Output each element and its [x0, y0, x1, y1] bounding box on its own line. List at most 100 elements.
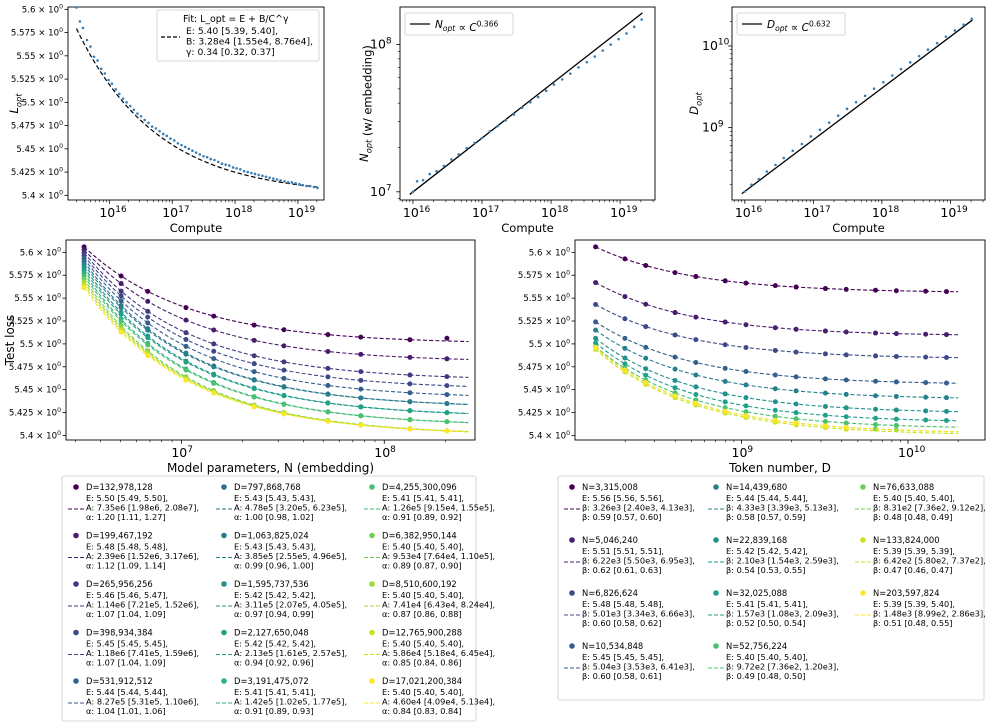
bottom_right-data-point [693, 360, 699, 366]
bottom_right-data-point [843, 405, 849, 411]
bottom_right-data-point [943, 332, 949, 338]
bottom_right-data-point [693, 391, 699, 397]
bottom_right-data-point [923, 288, 929, 294]
bottom_left-legend-fit-text: A: 2.13e5 [1.61e5, 2.57e5], [234, 648, 347, 658]
top_right-data-point [845, 107, 849, 111]
bottom_right-data-point [722, 391, 728, 397]
bottom_left-data-point [407, 399, 413, 405]
top_mid-data-point [528, 100, 532, 104]
top_right-data-point [757, 177, 761, 181]
bottom_right-y-tick-label: 5.4 × 100 [529, 430, 570, 442]
bottom_left-data-point [145, 327, 151, 333]
bottom_right-data-point [772, 413, 778, 419]
top_left-data-point [272, 177, 275, 180]
bottom_left-legend-marker [369, 581, 375, 587]
bottom_left-legend-fit-text: α: 0.94 [0.92, 0.96] [234, 658, 314, 668]
top_right-data-point [926, 48, 930, 52]
bottom_right-data-point [772, 325, 778, 331]
top_right-y-tick-label: 109 [702, 119, 724, 134]
top_right-data-point [791, 149, 795, 153]
bottom_right-legend-label: N=52,756,224 [726, 641, 787, 651]
top_left-data-point [216, 160, 220, 164]
top_mid-data-point [609, 43, 612, 46]
bottom_left-legend-marker [221, 678, 227, 684]
bottom_right-legend-fit-text: E: 5.40 [5.40, 5.40], [873, 493, 955, 503]
bottom_right-data-point [943, 289, 949, 295]
bottom_left-x-tick-label: 108 [374, 445, 396, 460]
bottom_right-y-tick-label: 5.6 × 100 [529, 247, 570, 259]
top_right-data-point [863, 94, 867, 98]
bottom_left-data-point [407, 337, 413, 343]
bottom_left-legend-fit-text: E: 5.41 [5.41, 5.41], [382, 493, 464, 503]
bottom_right-data-point [593, 345, 599, 351]
bottom_left-legend-fit-text: E: 5.46 [5.46, 5.47], [86, 590, 168, 600]
top_right-x-tick-label: 1019 [940, 205, 968, 220]
bottom_right-data-point [743, 395, 749, 401]
bottom_left-data-point [118, 298, 124, 304]
top_mid-data-point [577, 66, 580, 69]
bottom_left-data-point [444, 383, 450, 389]
bottom_left-legend-marker [221, 581, 227, 587]
bottom_left-legend-fit-text: A: 7.41e4 [6.43e4, 8.24e4], [382, 600, 495, 610]
top_left-y-tick-label: 5.475 × 100 [11, 120, 63, 132]
bottom_left-y-axis-label: Test loss [3, 315, 17, 367]
bottom_right-data-point [772, 386, 778, 392]
bottom_left-y-tick-label: 5.475 × 100 [9, 361, 61, 373]
bottom_left-legend-label: D=17,021,200,384 [382, 676, 462, 686]
bottom_right-data-point [843, 286, 849, 292]
bottom_left-data-point [183, 351, 189, 357]
bottom_right-data-point [822, 328, 828, 334]
bottom_right-data-point [893, 331, 899, 337]
bottom_left-legend-label: D=12,765,900,288 [382, 628, 462, 638]
bottom_right-data-point [622, 256, 628, 262]
top_left-data-point [158, 129, 161, 133]
bottom_right-legend-marker [569, 590, 575, 596]
bottom_left-legend-fit-text: α: 1.12 [1.09, 1.14] [86, 561, 166, 571]
top_right-data-point [908, 61, 912, 64]
bottom_right-data-point [643, 372, 649, 378]
bottom_right-data-point [793, 410, 799, 416]
bottom_left-data-point [211, 364, 217, 370]
bottom_right-legend-label: N=14,439,680 [726, 482, 787, 492]
bottom_right-plot [593, 244, 959, 435]
bottom_left-data-point [325, 365, 331, 371]
bottom_right-legend-fit-text: β: 0.47 [0.46, 0.47] [873, 565, 952, 575]
bottom_left-data-point [407, 426, 413, 432]
top_mid-data-point [421, 178, 425, 182]
bottom_left-data-point [251, 353, 257, 359]
top_left-fit-line [75, 28, 319, 188]
bottom_right-legend-fit-text: β: 0.52 [0.50, 0.54] [726, 618, 805, 628]
bottom_left-legend-fit-text: A: 7.35e6 [1.98e6, 2.08e7], [86, 503, 199, 513]
bottom_right-data-point [822, 390, 828, 396]
top_left-data-point [107, 78, 110, 82]
bottom_right-legend-box [557, 475, 985, 701]
bottom_right-x-axis-label: Token number, D [728, 461, 831, 475]
bottom_left-data-point [145, 288, 151, 294]
bottom_left-fit-curve [83, 249, 469, 360]
bottom_right-data-point [822, 423, 828, 429]
bottom_right-legend-fit-text: E: 5.40 [5.40, 5.40], [726, 652, 808, 662]
bottom_right-legend-fit-text: β: 0.62 [0.61, 0.63] [582, 565, 661, 575]
bottom_left-legend-fit-text: E: 5.43 [5.43, 5.43], [234, 493, 316, 503]
top_left-data-point [316, 186, 319, 190]
bottom_right-data-point [873, 393, 879, 399]
bottom_right-data-point [672, 354, 678, 360]
bottom_right-data-point [873, 378, 879, 384]
bottom_left-legend-marker [221, 629, 227, 636]
bottom_left-data-point [211, 380, 217, 386]
bottom_left-data-point [444, 374, 450, 380]
bottom_left-data-point [358, 377, 364, 383]
bottom_left-data-point [444, 401, 450, 407]
top_left-data-point [161, 132, 165, 136]
top_mid-data-point [520, 106, 524, 110]
bottom_left-data-point [118, 273, 124, 279]
top_right-data-point [836, 114, 840, 118]
bottom_right-data-point [743, 322, 749, 328]
bottom_left-fit-curve [83, 246, 469, 343]
bottom_left-data-point [281, 367, 287, 373]
bottom_left-y-tick-label: 5.4 × 100 [20, 430, 61, 442]
bottom_left-data-point [444, 410, 450, 416]
top_left-data-point [246, 170, 250, 174]
